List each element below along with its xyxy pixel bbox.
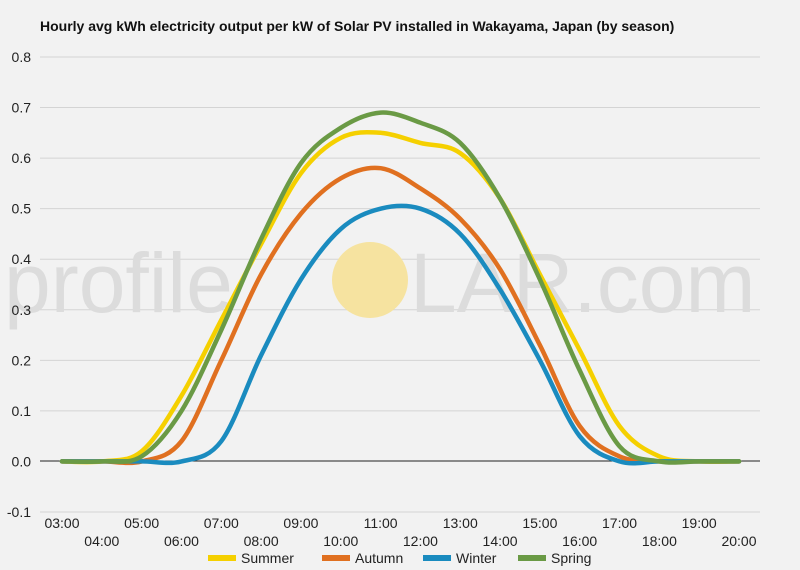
chart-title: Hourly avg kWh electricity output per kW… bbox=[40, 18, 675, 34]
watermark-text-left: profile bbox=[4, 236, 233, 330]
y-tick-label: 0.2 bbox=[12, 352, 32, 368]
watermark-text-right: LAR.com bbox=[410, 236, 755, 330]
x-tick-label: 20:00 bbox=[721, 533, 756, 549]
y-tick-label: 0.7 bbox=[12, 100, 32, 116]
x-tick-label: 03:00 bbox=[44, 515, 79, 531]
x-tick-label: 09:00 bbox=[283, 515, 318, 531]
series-line-autumn bbox=[59, 165, 742, 466]
x-tick-label: 14:00 bbox=[483, 533, 518, 549]
watermark-sun-icon bbox=[332, 242, 408, 318]
legend-label-summer: Summer bbox=[241, 550, 294, 566]
x-tick-label: 16:00 bbox=[562, 533, 597, 549]
y-axis-ticks: -0.1 0.0 0.1 0.2 0.3 0.4 0.5 0.6 0.7 0.8 bbox=[7, 49, 31, 520]
legend-label-autumn: Autumn bbox=[355, 550, 403, 566]
legend-label-winter: Winter bbox=[456, 550, 497, 566]
x-tick-label: 15:00 bbox=[522, 515, 557, 531]
x-tick-label: 17:00 bbox=[602, 515, 637, 531]
watermark: profile LAR.com bbox=[4, 236, 755, 330]
x-tick-label: 05:00 bbox=[124, 515, 159, 531]
legend-swatch-spring bbox=[518, 555, 546, 561]
series-line-winter bbox=[59, 203, 742, 466]
y-tick-label: 0.4 bbox=[12, 251, 32, 267]
x-tick-label: 07:00 bbox=[204, 515, 239, 531]
x-tick-label: 13:00 bbox=[443, 515, 478, 531]
x-tick-label: 19:00 bbox=[682, 515, 717, 531]
legend: Summer Autumn Winter Spring bbox=[208, 550, 591, 566]
x-tick-label: 12:00 bbox=[403, 533, 438, 549]
x-tick-label: 11:00 bbox=[364, 515, 398, 531]
x-tick-label: 04:00 bbox=[84, 533, 119, 549]
legend-swatch-summer bbox=[208, 555, 236, 561]
legend-swatch-winter bbox=[423, 555, 451, 561]
y-tick-label: 0.1 bbox=[12, 403, 32, 419]
legend-swatch-autumn bbox=[322, 555, 350, 561]
x-tick-label: 10:00 bbox=[323, 533, 358, 549]
y-tick-label: 0.0 bbox=[12, 453, 32, 469]
y-tick-label: 0.3 bbox=[12, 302, 32, 318]
x-tick-label: 06:00 bbox=[164, 533, 199, 549]
series-line-summer bbox=[59, 130, 742, 465]
y-tick-label: 0.5 bbox=[12, 201, 32, 217]
x-tick-label: 18:00 bbox=[642, 533, 677, 549]
y-tick-label: 0.8 bbox=[12, 49, 32, 65]
y-tick-label: -0.1 bbox=[7, 504, 31, 520]
series-line-spring bbox=[59, 110, 742, 465]
y-tick-label: 0.6 bbox=[12, 150, 32, 166]
series-lines bbox=[59, 110, 742, 466]
x-tick-label: 08:00 bbox=[244, 533, 279, 549]
legend-label-spring: Spring bbox=[551, 550, 591, 566]
